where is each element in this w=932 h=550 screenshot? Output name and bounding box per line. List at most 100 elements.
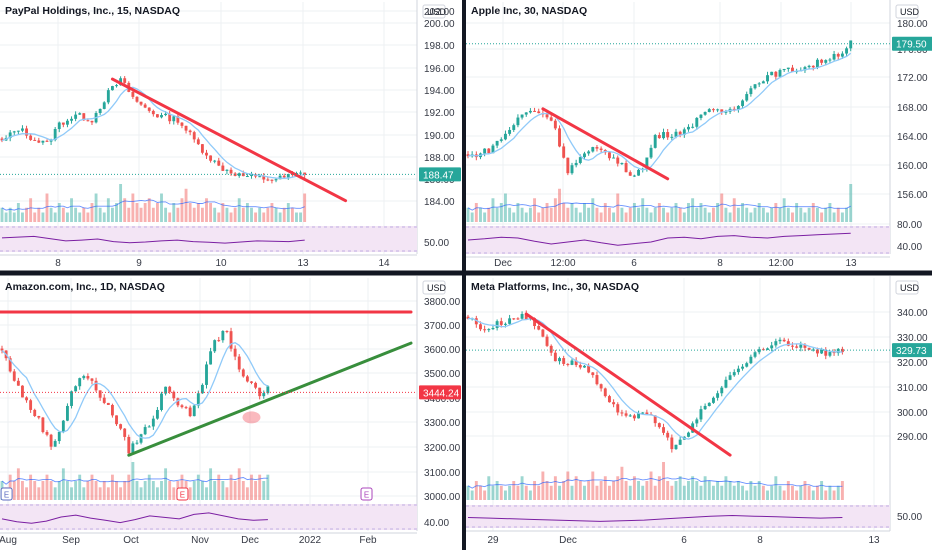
candle-body bbox=[102, 397, 106, 403]
candle-body bbox=[653, 135, 657, 148]
x-tick-label: 10 bbox=[215, 258, 227, 269]
volume-bar bbox=[670, 207, 674, 222]
y-tick-label: 3100.00 bbox=[424, 468, 461, 479]
volume-bar bbox=[753, 485, 757, 500]
volume-bar bbox=[628, 485, 632, 500]
candle-body bbox=[512, 125, 516, 130]
candle-body bbox=[558, 128, 561, 147]
candle-body bbox=[736, 368, 740, 373]
x-tick-label: Dec bbox=[559, 535, 577, 546]
currency-badge[interactable] bbox=[422, 4, 446, 19]
candle-body bbox=[732, 108, 736, 110]
volume-bar bbox=[74, 481, 78, 500]
volume-bar bbox=[470, 490, 474, 500]
candle-body bbox=[832, 53, 836, 60]
x-tick-label: 6 bbox=[631, 258, 637, 269]
volume-bar bbox=[192, 481, 196, 500]
volume-bar bbox=[90, 474, 94, 500]
candle-body bbox=[16, 380, 20, 386]
candle-body bbox=[237, 356, 241, 370]
candle-body bbox=[160, 393, 163, 410]
volume-bar bbox=[250, 474, 253, 500]
candle-body bbox=[110, 404, 114, 416]
candle-body bbox=[720, 387, 724, 394]
x-tick-label: Sep bbox=[62, 535, 80, 546]
volume-bar bbox=[254, 212, 258, 222]
currency-badge[interactable] bbox=[422, 280, 446, 295]
earnings-marker[interactable] bbox=[176, 487, 189, 501]
volume-bar bbox=[474, 481, 478, 500]
volume-bar bbox=[479, 485, 482, 500]
x-tick-label: 12:00 bbox=[550, 258, 575, 269]
candle-body bbox=[37, 416, 41, 418]
candle-body bbox=[799, 344, 803, 348]
candle-body bbox=[66, 120, 69, 125]
currency-badge[interactable] bbox=[895, 280, 919, 295]
currency-label: USD bbox=[427, 7, 447, 17]
y-tick-label: 330.00 bbox=[897, 333, 928, 344]
candle-body bbox=[553, 120, 557, 129]
volume-bar bbox=[770, 207, 774, 222]
earnings-marker[interactable] bbox=[0, 487, 13, 501]
y-tick-label: 172.00 bbox=[897, 73, 928, 84]
volume-bar bbox=[637, 481, 641, 500]
candle-body bbox=[645, 412, 649, 415]
volume-bar bbox=[566, 207, 570, 222]
candle-body bbox=[674, 444, 678, 450]
candle-body bbox=[811, 65, 815, 68]
candle-body bbox=[499, 139, 503, 141]
x-tick-label: 8 bbox=[717, 258, 723, 269]
currency-badge[interactable] bbox=[895, 4, 919, 19]
volume-bar bbox=[29, 198, 33, 222]
volume-bar bbox=[143, 481, 147, 500]
rsi-line bbox=[1, 235, 305, 244]
candle-body bbox=[657, 135, 661, 139]
volume-bar bbox=[662, 462, 665, 500]
candle-body bbox=[151, 418, 155, 427]
volume-bar bbox=[674, 203, 678, 222]
candle-body bbox=[164, 113, 168, 116]
candle-body bbox=[728, 375, 732, 380]
volume-bar bbox=[799, 207, 803, 222]
candle-body bbox=[258, 176, 262, 178]
candle-body bbox=[670, 136, 674, 138]
volume-bar bbox=[757, 481, 761, 500]
price-ma-line bbox=[1, 341, 269, 439]
trendline-red[interactable] bbox=[524, 312, 732, 457]
candle-body bbox=[711, 109, 715, 111]
candle-body bbox=[151, 110, 155, 115]
candle-body bbox=[732, 372, 736, 376]
price-ma-line bbox=[1, 86, 305, 179]
candle-body bbox=[119, 424, 123, 429]
trendline-red[interactable] bbox=[110, 77, 348, 203]
y-tick-label: 202.00 bbox=[424, 7, 455, 18]
volume-bar bbox=[470, 212, 474, 222]
volume-bar bbox=[541, 207, 545, 222]
volume-bar bbox=[678, 476, 682, 500]
volume-bar bbox=[840, 212, 844, 222]
volume-bar bbox=[258, 474, 262, 500]
candle-body bbox=[566, 363, 570, 365]
volume-bar bbox=[803, 212, 807, 222]
last-price-label: 329.73 bbox=[896, 346, 927, 357]
rsi-band bbox=[0, 504, 417, 530]
volume-bar bbox=[574, 476, 578, 500]
trendline-green[interactable] bbox=[127, 341, 413, 457]
candle-body bbox=[649, 147, 653, 158]
y-tick-label: 50.00 bbox=[424, 238, 449, 249]
volume-bar bbox=[720, 485, 724, 500]
volume-bar bbox=[217, 474, 221, 500]
candle-body bbox=[703, 111, 707, 115]
candle-body bbox=[123, 78, 127, 83]
volume-bar bbox=[37, 207, 41, 222]
earnings-marker[interactable] bbox=[360, 487, 373, 501]
trendline-red[interactable] bbox=[541, 107, 670, 181]
volume-bar bbox=[641, 485, 645, 500]
candle-body bbox=[549, 117, 553, 121]
candle-body bbox=[90, 120, 94, 123]
volume-bar bbox=[172, 203, 176, 222]
candle-body bbox=[245, 176, 249, 178]
volume-bar bbox=[832, 490, 836, 500]
candle-body bbox=[699, 409, 703, 420]
candle-body bbox=[213, 160, 217, 162]
